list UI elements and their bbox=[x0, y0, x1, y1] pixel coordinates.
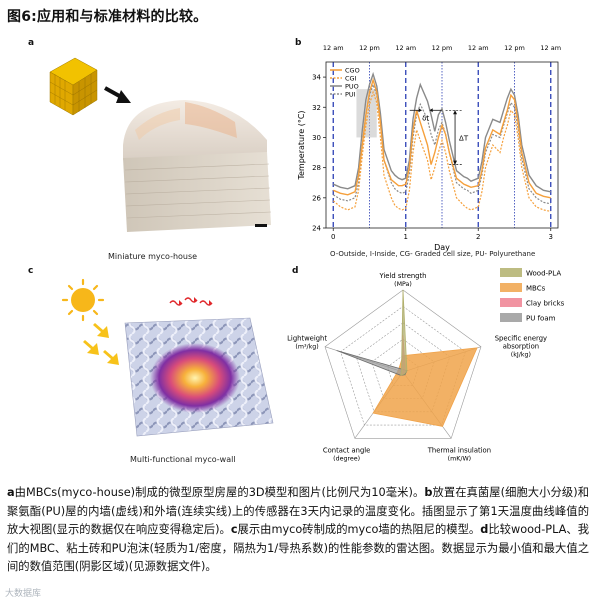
figure-title: 图6:应用和与标准材料的比较。 bbox=[7, 9, 208, 25]
caption-text: 比较wood-PLA、我们的MBC、粘土砖和PU泡沫(轻质为1/密度，隔热为1/… bbox=[7, 523, 589, 574]
dt-arrowhead bbox=[429, 108, 433, 113]
x-axis-label: Day bbox=[434, 243, 450, 252]
time-of-day-label: 12 am bbox=[323, 44, 344, 52]
panel-a-letter: a bbox=[28, 38, 35, 48]
radar-axis-unit: (m³/kg) bbox=[295, 344, 318, 351]
sunlight-arrows bbox=[83, 323, 119, 365]
legend-label: PUI bbox=[345, 91, 356, 99]
time-of-day-label: 12 am bbox=[540, 44, 561, 52]
time-of-day-label: 12 pm bbox=[359, 44, 380, 52]
panel-c-caption: Multi-functional myco-wall bbox=[130, 455, 236, 464]
time-of-day-label: 12 pm bbox=[504, 44, 525, 52]
legend-swatch bbox=[500, 268, 522, 277]
myco-wall-illustration bbox=[61, 278, 274, 437]
series-line-pui bbox=[332, 82, 551, 205]
radar-axis-unit: (kJ/kg) bbox=[511, 352, 531, 359]
panel-b-footer: O-Outside, I-Inside, CG- Graded cell siz… bbox=[330, 250, 536, 258]
legend-label: PU foam bbox=[526, 315, 556, 323]
watermark: 大数据库 bbox=[5, 589, 42, 599]
radar-axis-label: absorption bbox=[503, 343, 539, 351]
x-tick-label: 2 bbox=[476, 233, 480, 241]
caption-panel-ref: d bbox=[480, 523, 489, 537]
panel-a-illustration bbox=[49, 57, 272, 232]
series-line-cgo bbox=[333, 77, 551, 199]
radar-chart: Yield strength(MPa) Specific energyabsorp… bbox=[287, 268, 565, 462]
myco-house-photo bbox=[123, 100, 272, 232]
dt-arrowhead bbox=[418, 108, 422, 113]
dt-label: δt bbox=[422, 114, 429, 122]
legend-label: Clay bricks bbox=[526, 300, 565, 308]
y-tick-label: 24 bbox=[312, 225, 321, 233]
myco-wall bbox=[124, 317, 274, 437]
time-of-day-label: 12 am bbox=[395, 44, 416, 52]
radar-area-mbcs bbox=[372, 347, 478, 427]
radar-grid-ring bbox=[324, 289, 482, 439]
myco-house-3d-model bbox=[49, 57, 98, 116]
legend-label: MBCs bbox=[526, 285, 546, 293]
series-line-cgi bbox=[332, 90, 551, 212]
time-of-day-label: 12 pm bbox=[432, 44, 453, 52]
radar-axis-unit: (degree) bbox=[333, 455, 360, 462]
caption-panel-ref: a bbox=[7, 486, 15, 499]
legend-label: PUO bbox=[345, 83, 359, 91]
radar-axis-label: Contact angle bbox=[323, 446, 370, 454]
y-tick-label: 34 bbox=[312, 74, 321, 82]
sun-icon bbox=[61, 278, 105, 322]
x-tick-label: 1 bbox=[404, 233, 408, 241]
figure-caption: a由MBCs(myco-house)制成的微型原型房屋的3D模型和图片(比例尺为… bbox=[7, 484, 589, 577]
caption-text: 展示由myco砖制成的myco墙的热阻尼的模型。 bbox=[237, 523, 481, 537]
radar-axis-label: Specific energy bbox=[495, 335, 547, 343]
panel-c-letter: c bbox=[28, 266, 34, 276]
y-tick-label: 28 bbox=[312, 164, 321, 172]
caption-text: 由MBCs(myco-house)制成的微型原型房屋的3D模型和图片(比例尺为1… bbox=[14, 486, 425, 499]
panel-a-caption: Miniature myco-house bbox=[108, 252, 198, 261]
radar-axis-label: Lightweight bbox=[287, 335, 327, 343]
y-tick-label: 30 bbox=[312, 134, 321, 142]
legend-label: CGI bbox=[345, 75, 357, 83]
radar-area-wood-pla bbox=[400, 289, 408, 376]
legend-swatch bbox=[500, 313, 522, 322]
series-line-puo bbox=[333, 71, 551, 193]
time-of-day-label: 12 am bbox=[468, 44, 489, 52]
y-tick-label: 26 bbox=[312, 194, 321, 202]
DT-label: ΔT bbox=[459, 134, 469, 142]
radar-axis-unit: (MPa) bbox=[394, 281, 412, 288]
panel-b-letter: b bbox=[295, 38, 302, 48]
legend-swatch bbox=[500, 283, 522, 292]
radar-axis-label: Thermal insulation bbox=[427, 446, 491, 454]
x-tick-label: 0 bbox=[331, 233, 335, 241]
y-axis-label: Temperature (°C) bbox=[297, 110, 306, 180]
delta-annotations: δt ΔT bbox=[409, 108, 469, 165]
caption-panel-ref: b bbox=[424, 486, 433, 499]
radar-axis-label: Yield strength bbox=[379, 272, 427, 280]
DT-arrowhead bbox=[453, 110, 458, 115]
legend-label: CGO bbox=[345, 67, 360, 75]
radar-grid-ring bbox=[340, 306, 466, 426]
arrow-icon bbox=[104, 86, 131, 103]
legend-swatch bbox=[500, 298, 522, 307]
scale-bar bbox=[255, 224, 267, 227]
radar-axis-unit: (mK/W) bbox=[448, 455, 472, 462]
caption-text: 放置在真菌屋(细胞大小分级)和聚氨酯(PU)屋的内墙(虚线)和外墙(连续实线)上… bbox=[7, 486, 589, 537]
legend-label: Wood-PLA bbox=[526, 270, 561, 278]
caption-panel-ref: c bbox=[230, 523, 238, 537]
temperature-chart: 12 am 12 pm 12 am 12 pm 12 am 12 pm 12 am 0 1 2 3… bbox=[297, 44, 561, 252]
panel-d-letter: d bbox=[292, 266, 299, 276]
heat-wave-arrows bbox=[169, 297, 213, 306]
x-tick-label: 3 bbox=[549, 233, 553, 241]
DT-arrowhead bbox=[453, 160, 458, 165]
y-tick-label: 32 bbox=[312, 104, 321, 112]
